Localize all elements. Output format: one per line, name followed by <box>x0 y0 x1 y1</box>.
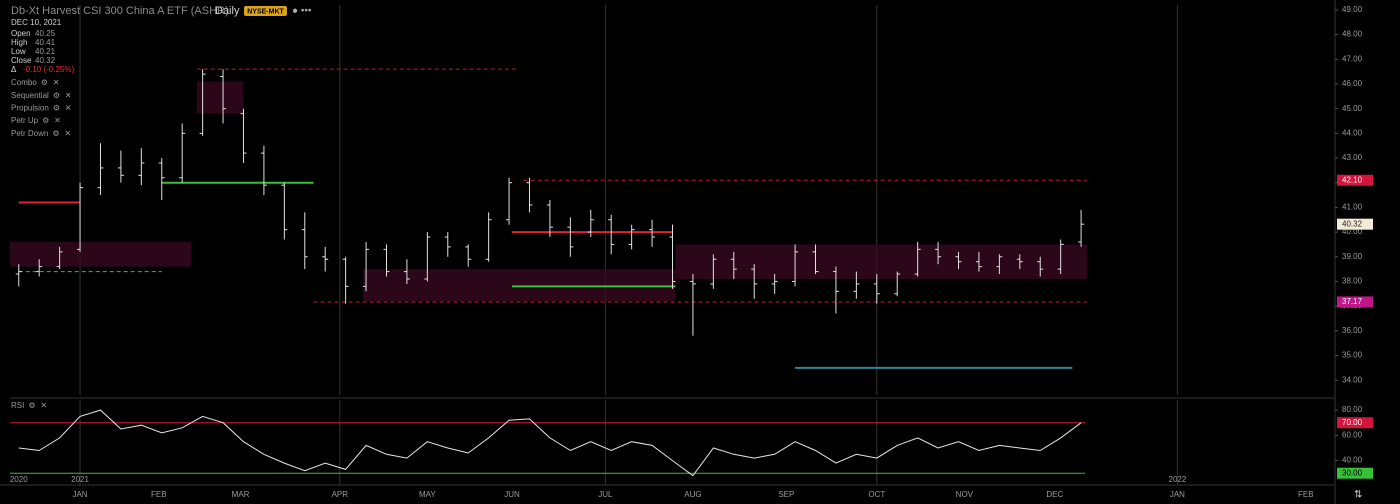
rsi-line <box>18 409 1082 477</box>
y-tick-label: 46.00 <box>1342 79 1363 88</box>
year-label: 2021 <box>71 475 89 484</box>
zone <box>363 269 676 302</box>
year-label: 2020 <box>10 475 28 484</box>
x-tick-label: JUL <box>598 490 613 499</box>
interval: Daily <box>215 5 240 17</box>
study-settings[interactable]: ⚙ <box>53 104 60 113</box>
y-tick-label: 35.00 <box>1342 351 1363 360</box>
y-tick-label: 49.00 <box>1342 5 1363 14</box>
price-label: 37.17 <box>1342 297 1363 306</box>
y-tick-label: 47.00 <box>1342 54 1363 63</box>
x-tick-label: JAN <box>72 490 87 499</box>
study-settings[interactable]: ⚙ <box>41 78 48 87</box>
study-label: Sequential <box>11 91 49 100</box>
y-tick-label: 43.00 <box>1342 153 1363 162</box>
x-tick-label: APR <box>332 490 349 499</box>
y-tick-label: 34.00 <box>1342 375 1363 384</box>
study-close[interactable]: ✕ <box>65 91 72 100</box>
x-tick-label: NOV <box>956 490 974 499</box>
y-tick-label: 36.00 <box>1342 326 1363 335</box>
x-tick-label: MAY <box>419 490 436 499</box>
quote-label: Δ <box>11 65 17 74</box>
quote-value: 40.32 <box>35 56 56 65</box>
date: DEC 10, 2021 <box>11 18 62 27</box>
study-label: Petr Down <box>11 129 48 138</box>
x-tick-label: SEP <box>778 490 794 499</box>
x-tick-label: MAR <box>232 490 250 499</box>
x-tick-label: AUG <box>684 490 701 499</box>
quote-label: Close <box>11 56 32 65</box>
y-tick-label: 48.00 <box>1342 30 1363 39</box>
price-label-bg <box>1337 296 1373 308</box>
study-settings[interactable]: ⚙ <box>28 401 35 410</box>
study-close[interactable]: ✕ <box>54 116 61 125</box>
quote-label: High <box>11 38 27 47</box>
axis-toggle[interactable]: ⇅ <box>1354 490 1362 501</box>
y-tick-label: 39.00 <box>1342 252 1363 261</box>
y-tick-label: 44.00 <box>1342 128 1363 137</box>
price-label-bg <box>1337 174 1373 186</box>
exchange: NYSE-MKT <box>247 8 284 15</box>
exchange-badge <box>244 6 287 16</box>
study-label: Propulsion <box>11 104 49 113</box>
price-label-bg <box>1337 218 1373 230</box>
y-tick-label: 80.00 <box>1342 405 1363 414</box>
x-tick-label: FEB <box>1298 490 1314 499</box>
x-tick-label: DEC <box>1046 490 1063 499</box>
study-label: Petr Up <box>11 116 39 125</box>
x-tick-label: FEB <box>151 490 167 499</box>
study-settings[interactable]: ⚙ <box>53 91 60 100</box>
y-tick-label: 38.00 <box>1342 277 1363 286</box>
study-close[interactable]: ✕ <box>40 401 47 410</box>
study-settings[interactable]: ⚙ <box>42 116 49 125</box>
level-label: 70.00 <box>1342 418 1363 427</box>
y-tick-label: 40.00 <box>1342 227 1363 236</box>
quote-value: 40.21 <box>35 47 56 56</box>
quote-value: -0.10 (-0.25%) <box>23 65 74 74</box>
x-tick-label: OCT <box>868 490 885 499</box>
quote-value: 40.41 <box>35 38 56 47</box>
x-tick-label: JAN <box>1170 490 1185 499</box>
study-close[interactable]: ✕ <box>65 104 72 113</box>
study-label: Combo <box>11 78 37 87</box>
zone <box>196 81 244 114</box>
y-tick-label: 41.00 <box>1342 203 1363 212</box>
level-label-bg <box>1337 467 1373 479</box>
y-tick-label: 40.00 <box>1342 456 1363 465</box>
level-label: 30.00 <box>1342 468 1363 477</box>
pane-title: RSI <box>11 401 24 410</box>
study-close[interactable]: ✕ <box>53 78 60 87</box>
quote-label: Low <box>11 47 26 56</box>
y-tick-label: 60.00 <box>1342 430 1363 439</box>
price-label: 40.32 <box>1342 219 1363 228</box>
price-label: 42.10 <box>1342 175 1363 184</box>
year-label: 2022 <box>1169 475 1187 484</box>
title: Db-Xt Harvest CSI 300 China A ETF (ASHR) <box>11 5 229 17</box>
study-close[interactable]: ✕ <box>64 129 71 138</box>
zone <box>675 244 1087 279</box>
level-label-bg <box>1337 417 1373 429</box>
study-settings[interactable]: ⚙ <box>52 129 59 138</box>
zone <box>10 241 191 267</box>
quote-value: 40.25 <box>35 29 56 38</box>
x-tick-label: JUN <box>504 490 520 499</box>
y-tick-label: 45.00 <box>1342 104 1363 113</box>
quote-label: Open <box>11 29 31 38</box>
status: ● ••• <box>292 6 312 17</box>
